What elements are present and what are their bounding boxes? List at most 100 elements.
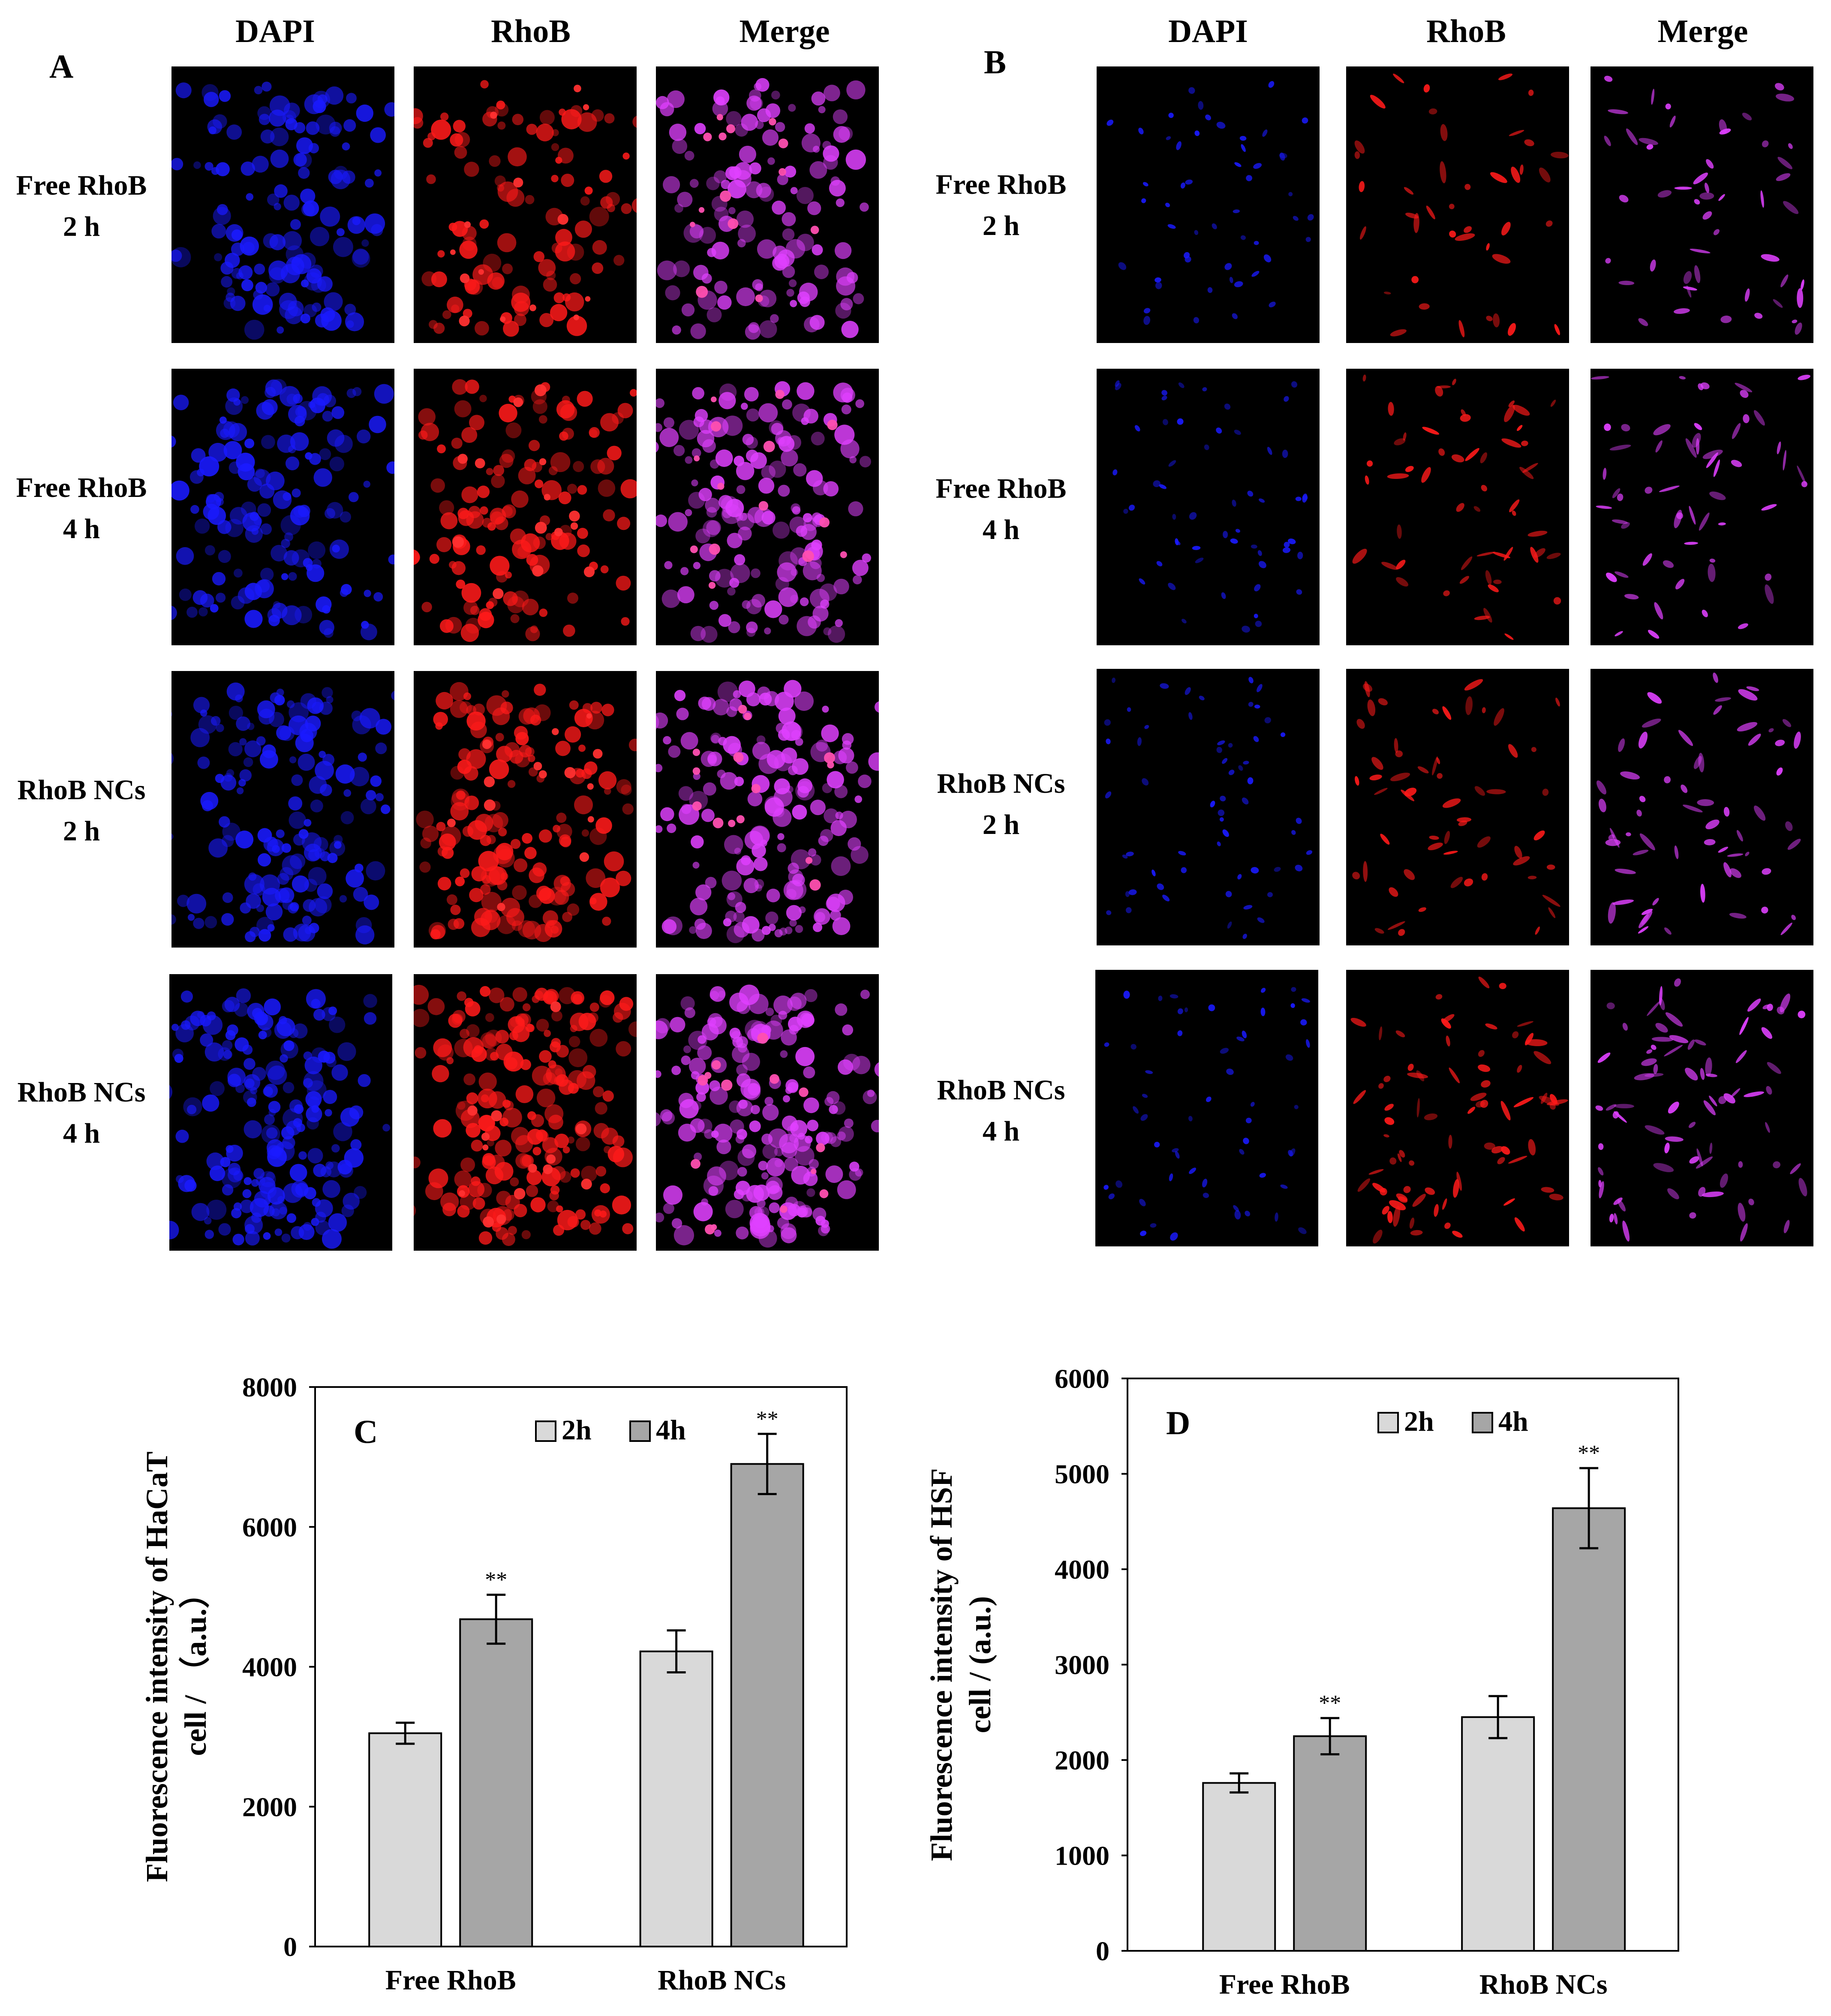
cell-dot [807,201,821,215]
cell-dot [1705,182,1709,193]
cell-dot [266,1139,284,1157]
cell-dot [370,775,382,787]
cell-dot [1296,589,1302,595]
cell-dot [1364,681,1370,698]
cell-dot [1403,1186,1411,1193]
cell-dot [374,169,382,177]
cell-dot [1269,301,1276,307]
cell-dot [833,578,849,595]
cell-dot [1428,843,1443,851]
cell-dot [1709,491,1726,500]
cell-dot [1744,288,1750,302]
cell-dot [788,1204,801,1217]
cell-dot [355,925,375,945]
cell-dot [1774,83,1784,90]
cell-dot [292,488,301,498]
cell-dot [279,726,295,741]
cell-dot [1162,419,1168,425]
cell-dot [690,626,706,641]
cell-dot [746,628,756,637]
cell-dot [792,804,807,820]
cell-dot [363,994,377,1008]
cell-dot [1663,560,1674,568]
cell-dot [277,1017,295,1036]
cell-dot [1254,241,1259,245]
cell-dot [199,456,219,477]
cell-dot [1380,833,1390,845]
cell-dot [194,518,210,534]
cell-dot [706,507,717,518]
cell-dot [679,420,699,440]
cell-dot [717,681,738,702]
cell-dot [1698,1187,1706,1197]
cell-dot [676,707,689,720]
cell-dot [1449,230,1456,238]
cell-dot [1481,484,1487,492]
cell-dot [225,224,244,242]
cell-dot [773,995,793,1015]
cell-dot [825,1165,843,1183]
cell-dot [736,1064,748,1076]
cell-dot [693,1202,713,1222]
cell-dot [466,705,476,715]
cell-dot [741,114,758,131]
cell-dot [567,593,578,604]
cell-dot [848,501,863,517]
cell-dot [324,628,334,638]
cell-dot [268,1065,287,1085]
cell-dot [1139,578,1146,585]
cell-dot [532,1146,541,1155]
cell-dot [1509,129,1524,136]
cell-dot [193,161,201,169]
cell-dot [764,600,782,618]
cell-dot [1243,905,1253,910]
cell-dot [1608,834,1615,840]
legend-swatch [1472,1412,1493,1433]
cell-dot [604,851,624,872]
bright-spot [692,749,700,756]
cell-dot [742,1053,760,1071]
cell-dot [1608,109,1628,114]
bright-spot [717,483,725,490]
cell-dot [1115,380,1120,387]
cell-dot [312,701,323,713]
cell-dot [340,811,354,824]
cell-dot [1451,454,1464,463]
cell-dot [743,878,759,894]
cell-dot [1362,374,1366,382]
cell-dot [834,242,852,259]
cell-dot [251,1212,262,1223]
cell-dot [1221,592,1226,599]
cell-dot [562,427,574,440]
cell-dot [656,423,662,432]
cell-dot [829,1105,838,1114]
cell-dot [1388,402,1394,416]
cell-dot [1383,1134,1389,1137]
cell-dot [698,1035,707,1044]
cell-dot [710,986,726,1002]
cell-dot [598,479,616,497]
cell-dot [822,705,829,713]
cell-dot [1203,1192,1209,1198]
cell-dot [824,84,840,102]
cell-dot [313,1008,325,1021]
cell-dot [455,876,465,887]
cell-dot [283,1082,295,1093]
cell-dot [736,1226,749,1240]
cell-dot [1306,1039,1310,1048]
cell-dot [1199,695,1205,701]
cell-dot [1254,614,1258,618]
cell-dot [244,740,262,758]
cell-dot [1248,701,1254,707]
cell-dot [309,453,321,465]
cell-dot [1106,120,1114,126]
cell-dot [597,457,614,475]
cell-dot [496,746,513,763]
cell-dot [1287,539,1296,545]
cell-dot [840,298,853,310]
cell-dot [849,1161,860,1172]
cell-dot [790,300,797,307]
cell-dot [294,122,306,134]
cell-dot [233,398,241,406]
cell-dot [823,627,832,635]
